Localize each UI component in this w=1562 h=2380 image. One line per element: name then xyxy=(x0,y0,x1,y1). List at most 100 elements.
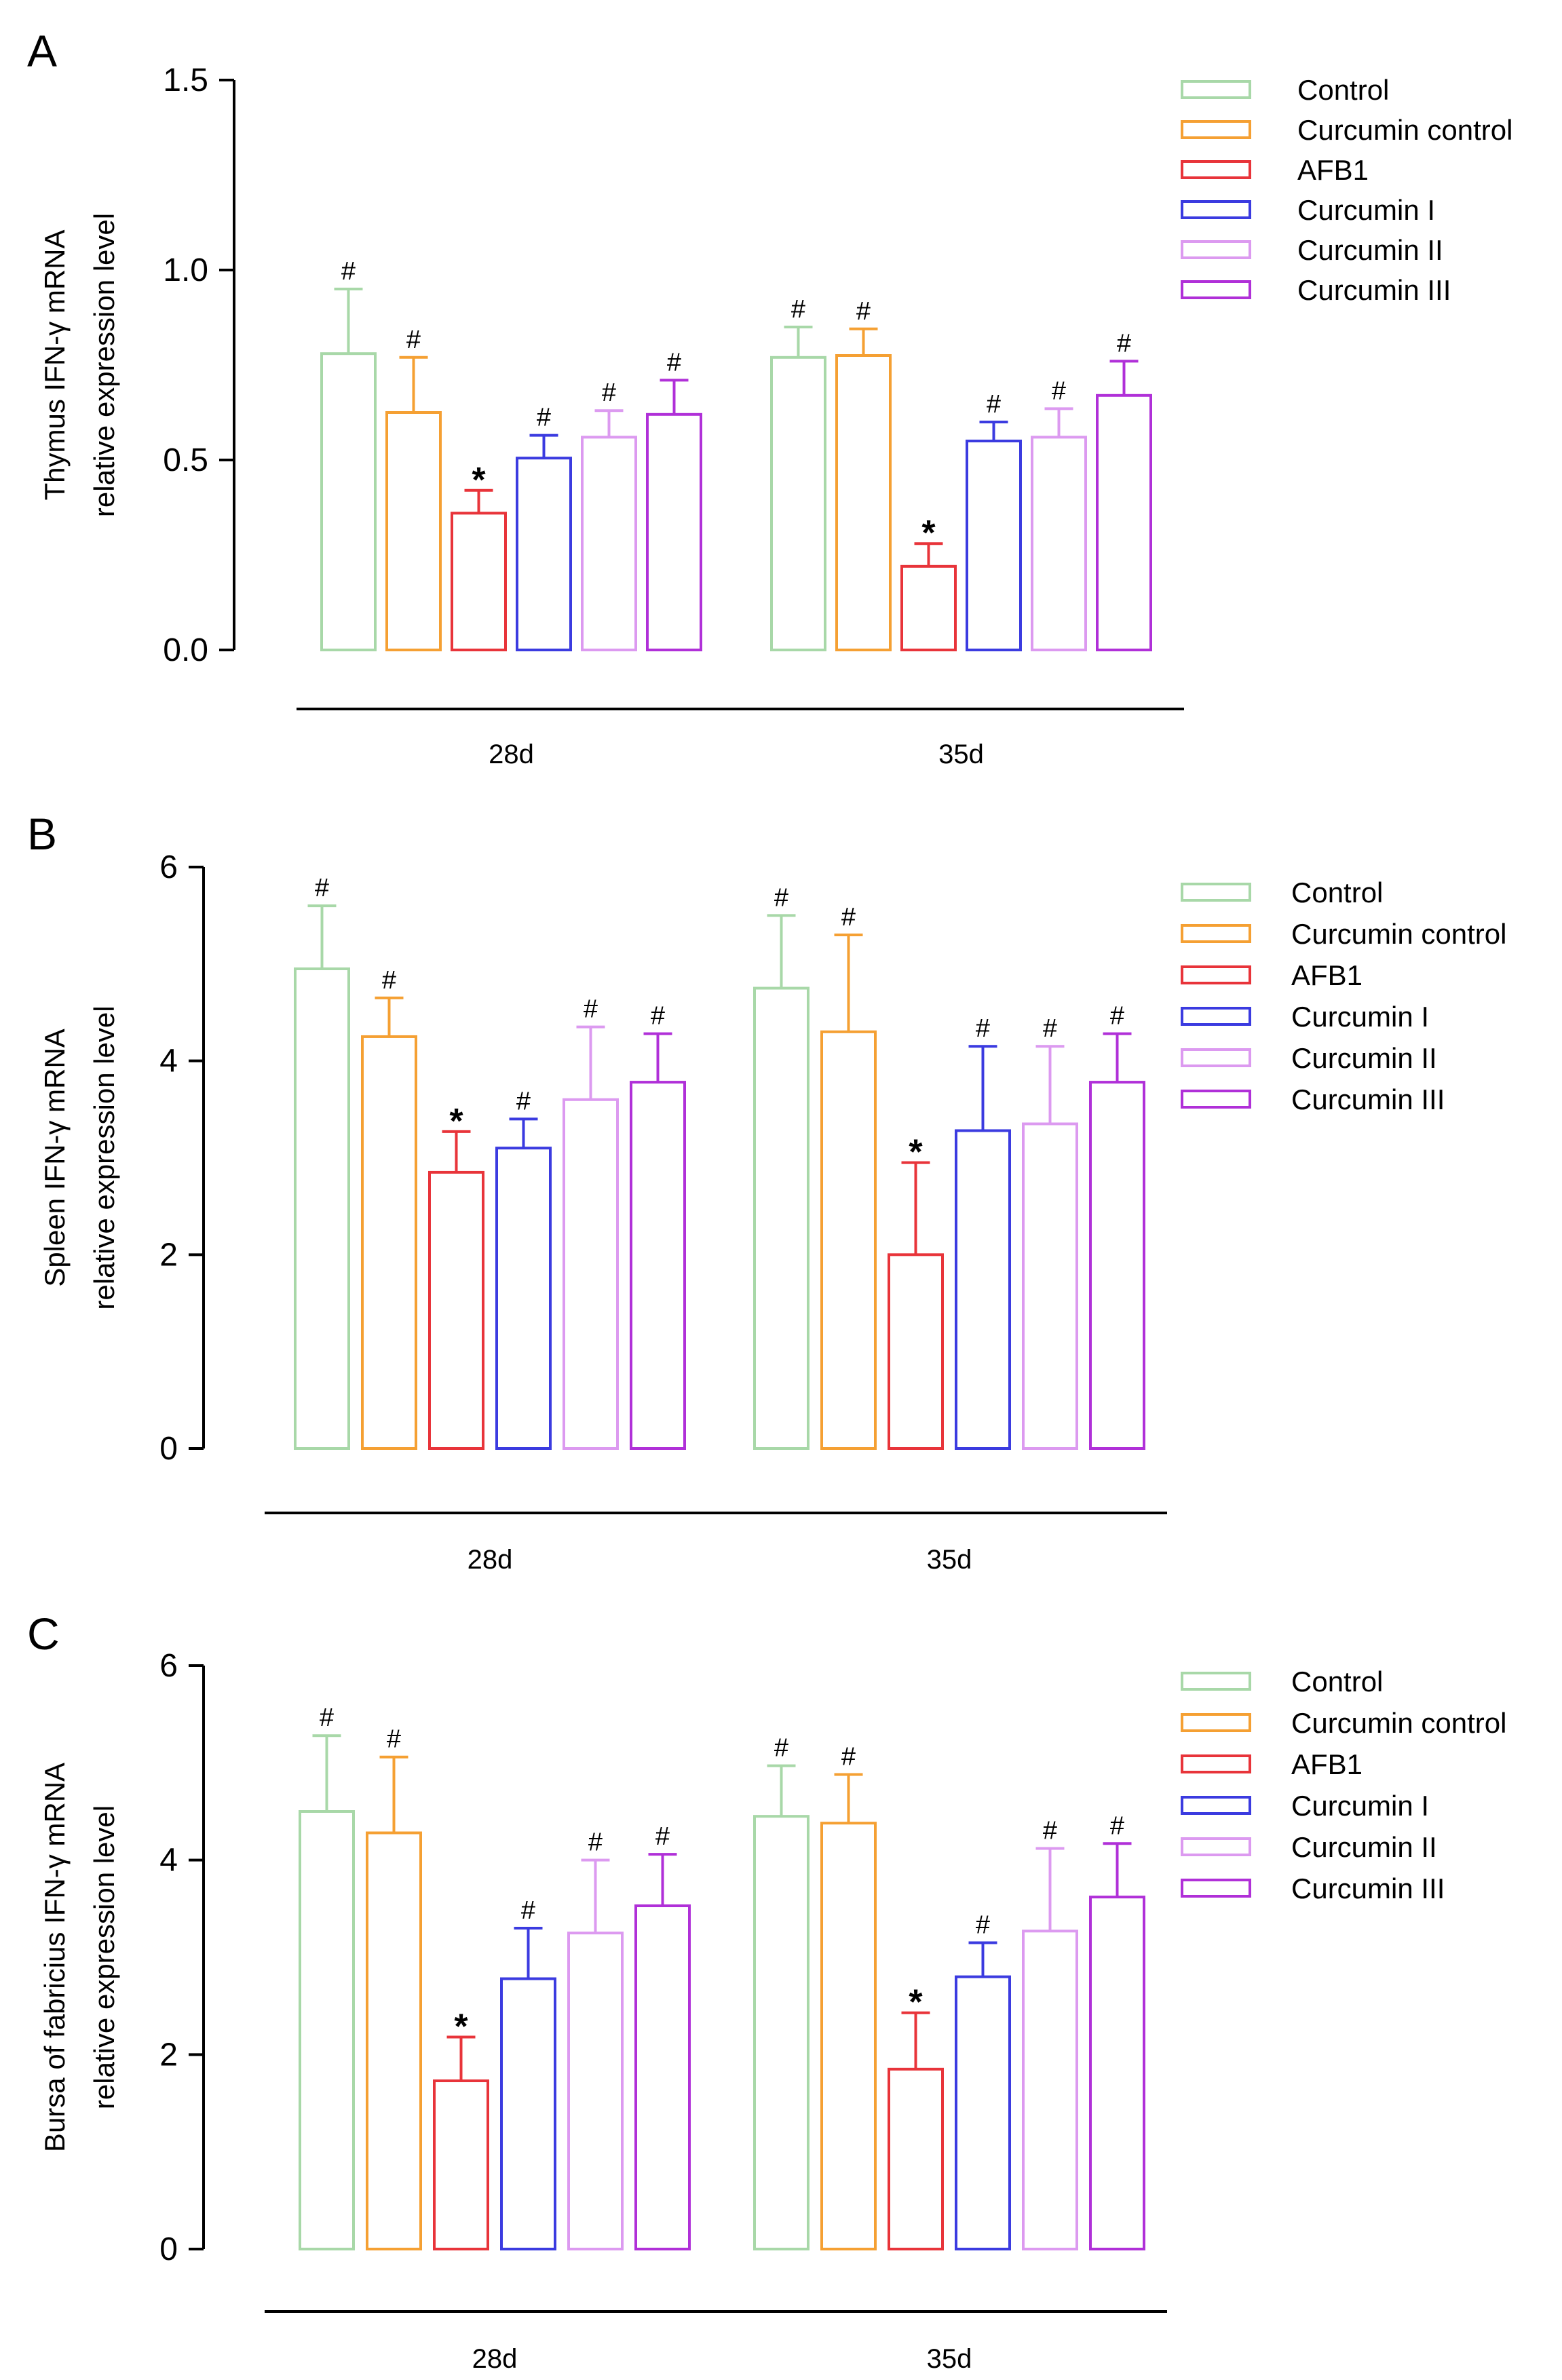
legend-swatch xyxy=(1181,1090,1251,1109)
bar xyxy=(820,1822,877,2250)
y-tick-label: 1.0 xyxy=(163,252,208,288)
panel-letter: A xyxy=(27,26,57,76)
bar xyxy=(299,1810,355,2250)
significance-hash: # xyxy=(841,1743,856,1771)
legend: Control Curcumin control AFB1 Curcumin I Cur… xyxy=(1181,1666,1506,1904)
bar xyxy=(500,1977,556,2251)
significance-hash: # xyxy=(774,1734,788,1763)
bar xyxy=(888,2067,944,2250)
legend-swatch xyxy=(1181,240,1251,259)
legend-swatch xyxy=(1181,965,1251,984)
bar xyxy=(1031,436,1087,652)
panels: A 0.0 0.5 1.0 1.5 Thymus IFN-γ mRNA relative e… xyxy=(27,26,1512,2374)
significance-hash: # xyxy=(588,1828,603,1857)
y-tick-label: 0.5 xyxy=(163,442,208,478)
bar xyxy=(634,1904,691,2251)
y-axis-title-line: Spleen IFN-γ mRNA xyxy=(39,1029,71,1286)
significance-star: * xyxy=(909,1983,923,2022)
legend-swatch xyxy=(1181,1879,1251,1898)
legend-swatch xyxy=(1181,883,1251,902)
chart-panel-b: B 0 2 4 6 Spleen IFN-γ mRNA relative expressio… xyxy=(27,809,1506,1575)
y-tick-label: 0 xyxy=(159,1431,178,1467)
significance-hash: # xyxy=(791,295,805,324)
chart-panel-c: C 0 2 4 6 Bursa of fabricius IFN-γ mRNA relati… xyxy=(27,1609,1506,2374)
x-category-label: 28d xyxy=(468,1545,513,1575)
significance-hash: # xyxy=(651,1002,665,1031)
bar xyxy=(563,1098,619,1451)
legend-label: AFB1 xyxy=(1291,959,1363,991)
bar xyxy=(820,1030,877,1450)
legend-label: Control xyxy=(1297,74,1389,106)
legend-swatch xyxy=(1181,1713,1251,1732)
bar xyxy=(361,1035,417,1451)
bar xyxy=(366,1831,422,2251)
legend-label: Curcumin I xyxy=(1291,1790,1429,1822)
legend-swatch xyxy=(1181,1796,1251,1815)
legend: Control Curcumin control AFB1 Curcumin I Cur… xyxy=(1181,74,1512,306)
y-tick-label: 1.5 xyxy=(163,62,208,98)
y-axis-title-line: Bursa of fabricius IFN-γ mRNA xyxy=(39,1763,71,2152)
bar xyxy=(1022,1122,1078,1450)
bar xyxy=(770,356,826,651)
bar xyxy=(428,1170,484,1451)
significance-hash: # xyxy=(584,995,598,1024)
bar xyxy=(900,564,957,651)
legend-label: Control xyxy=(1291,877,1383,908)
x-category-label: 35d xyxy=(927,2344,972,2374)
x-category-label: 35d xyxy=(938,740,984,769)
bar xyxy=(753,986,809,1450)
bar xyxy=(955,1975,1011,2251)
legend-label: Curcumin II xyxy=(1291,1042,1437,1074)
legend-label: Curcumin III xyxy=(1291,1873,1445,1904)
bar xyxy=(835,354,892,651)
panel-letter: B xyxy=(27,809,57,859)
significance-hash: # xyxy=(976,1911,990,1940)
bar xyxy=(320,352,377,651)
y-tick-label: 4 xyxy=(159,1843,178,1879)
significance-star: * xyxy=(449,1102,463,1141)
bar xyxy=(581,436,637,652)
legend-swatch xyxy=(1181,1007,1251,1026)
significance-hash: # xyxy=(516,1087,531,1115)
x-category-label: 28d xyxy=(489,740,534,769)
bar xyxy=(385,411,442,651)
legend-label: Curcumin II xyxy=(1297,234,1443,266)
bar xyxy=(966,440,1022,651)
bar xyxy=(294,967,350,1450)
bar xyxy=(567,1932,624,2251)
legend-label: AFB1 xyxy=(1297,154,1369,186)
legend-label: Curcumin III xyxy=(1291,1083,1445,1115)
legend-label: Curcumin control xyxy=(1297,114,1512,146)
legend-label: Curcumin I xyxy=(1291,1001,1429,1033)
significance-hash: # xyxy=(320,1704,334,1732)
legend-swatch xyxy=(1181,80,1251,99)
legend-swatch xyxy=(1181,924,1251,943)
significance-hash: # xyxy=(537,404,551,432)
significance-hash: # xyxy=(1052,377,1066,405)
bar xyxy=(516,457,572,651)
legend-label: AFB1 xyxy=(1291,1748,1363,1780)
legend-swatch xyxy=(1181,280,1251,299)
significance-hash: # xyxy=(1117,329,1131,358)
bar xyxy=(753,1815,809,2251)
bar xyxy=(630,1081,686,1450)
legend-label: Curcumin II xyxy=(1291,1831,1437,1863)
legend-label: Curcumin I xyxy=(1297,194,1435,226)
legend-label: Curcumin III xyxy=(1297,274,1451,306)
bar xyxy=(1096,394,1152,651)
y-axis-title-line: relative expression level xyxy=(88,1005,120,1309)
bar xyxy=(888,1253,944,1451)
significance-hash: # xyxy=(521,1896,535,1925)
significance-star: * xyxy=(909,1133,923,1172)
significance-star: * xyxy=(472,461,486,500)
significance-hash: # xyxy=(774,883,788,912)
legend-swatch xyxy=(1181,120,1251,139)
y-tick-label: 0.0 xyxy=(163,632,208,668)
legend-swatch xyxy=(1181,160,1251,179)
bar xyxy=(451,512,507,652)
significance-hash: # xyxy=(341,257,356,286)
significance-hash: # xyxy=(655,1822,670,1851)
significance-hash: # xyxy=(667,348,681,377)
bar xyxy=(1089,1081,1145,1450)
y-tick-label: 0 xyxy=(159,2231,178,2267)
